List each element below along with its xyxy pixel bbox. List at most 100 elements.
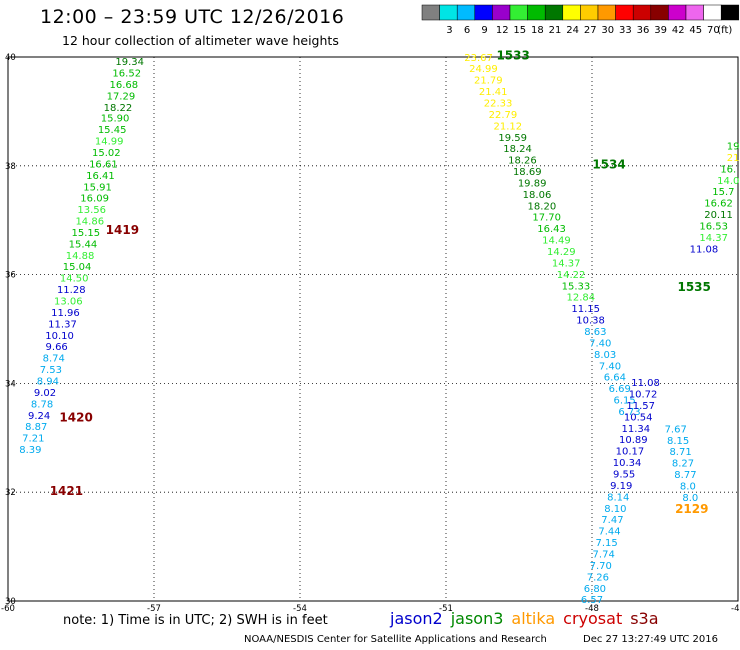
swh-value-label: 18.24 <box>503 144 532 155</box>
y-tick-label: 32 <box>5 488 16 498</box>
x-tick-label: -48 <box>585 604 599 614</box>
swh-value-label: 6.57 <box>581 595 603 606</box>
swh-value-label: 8.78 <box>31 399 53 410</box>
satellite-label-altika: altika <box>511 609 556 628</box>
swh-value-label: 18.26 <box>508 156 537 167</box>
color-scale-legend: 3 6 9 12 15 18 21 24 27 30 33 36 39 42 45 70(ft) <box>421 4 740 36</box>
y-tick-label: 30 <box>5 597 16 607</box>
swh-value-label: 15.15 <box>72 228 101 239</box>
pass-number-label: 1534 <box>592 158 625 172</box>
swh-value-label: 10.10 <box>45 331 74 342</box>
swh-value-label: 10.54 <box>624 412 653 423</box>
swh-value-label: 9.19 <box>610 481 632 492</box>
swh-value-label: 9.55 <box>613 470 635 481</box>
swh-value-label: 21.79 <box>474 76 503 87</box>
swh-value-label: 21.12 <box>493 121 522 132</box>
swh-value-label: 10.38 <box>576 316 605 327</box>
swh-value-label: 7.21 <box>22 434 44 445</box>
legend-tick-label: 33 <box>619 25 632 36</box>
y-tick-label: 34 <box>5 379 16 389</box>
legend-swatch <box>720 4 740 21</box>
swh-value-label: 8.03 <box>594 350 616 361</box>
swh-value-label: 14.50 <box>60 274 89 285</box>
pass-number-label: 1420 <box>59 410 92 424</box>
swh-value-label: 15.02 <box>92 148 121 159</box>
swh-value-label: 11.37 <box>48 319 77 330</box>
satellite-label-cryosat: cryosat <box>563 609 623 628</box>
legend-tick-label: 21 <box>549 25 562 36</box>
swh-value-label: 8.63 <box>584 327 606 338</box>
legend-tick-label: 36 <box>637 25 650 36</box>
swh-value-label: 23.67 <box>464 53 493 64</box>
y-tick-label: 36 <box>5 271 16 281</box>
swh-value-label: 7.47 <box>601 515 623 526</box>
swh-value-label: 21 <box>727 153 740 164</box>
pass-number-label: 1535 <box>677 280 710 294</box>
swh-value-label: 15.91 <box>83 182 112 193</box>
swh-value-label: 11.96 <box>51 308 80 319</box>
swh-value-label: 22.79 <box>489 110 518 121</box>
swh-value-label: 16. <box>720 164 736 175</box>
swh-value-label: 16.09 <box>80 194 109 205</box>
swh-value-label: 15.45 <box>98 125 127 136</box>
swh-value-label: 16.43 <box>537 224 566 235</box>
swh-value-label: 10.89 <box>619 435 648 446</box>
swh-value-label: 8.74 <box>43 354 65 365</box>
y-tick-label: 40 <box>5 53 16 63</box>
swh-value-label: 8.0 <box>680 481 696 492</box>
pass-number-label: 1421 <box>50 484 83 498</box>
swh-value-label: 16.68 <box>110 80 139 91</box>
swh-value-label: 8.27 <box>672 459 694 470</box>
swh-value-label: 13.56 <box>77 205 106 216</box>
pass-number-label: 1533 <box>496 49 529 63</box>
swh-value-label: 8.14 <box>607 492 629 503</box>
x-tick-label: -54 <box>293 604 307 614</box>
x-tick-label: -57 <box>147 604 161 614</box>
plot-frame <box>7 56 739 602</box>
legend-tick-label: 24 <box>566 25 579 36</box>
swh-value-label: 7.40 <box>599 361 621 372</box>
swh-value-label: 11.15 <box>571 304 600 315</box>
swh-value-label: 13.06 <box>54 297 83 308</box>
pass-number-label: 1419 <box>106 223 139 237</box>
legend-tick-label: 27 <box>584 25 597 36</box>
swh-value-label: 9.66 <box>46 342 68 353</box>
swh-value-label: 10.72 <box>629 390 658 401</box>
swh-value-label: 14.0 <box>717 176 739 187</box>
swh-value-label: 14.86 <box>75 217 104 228</box>
swh-value-label: 11.08 <box>690 244 719 255</box>
credit-text: NOAA/NESDIS Center for Satellite Applica… <box>244 634 547 645</box>
swh-value-label: 15.04 <box>63 262 92 273</box>
swh-value-label: 16.52 <box>112 69 141 80</box>
swh-value-label: 19.89 <box>518 178 547 189</box>
swh-value-label: 14.37 <box>552 258 581 269</box>
swh-value-label: 7.67 <box>665 424 687 435</box>
swh-value-label: 19.34 <box>115 57 144 68</box>
legend-tick-label: 12 <box>496 25 509 36</box>
legend-tick-label: 45 <box>689 25 702 36</box>
swh-value-label: 15.44 <box>69 239 98 250</box>
swh-value-label: 14.29 <box>547 247 576 258</box>
swh-value-label: 6.80 <box>584 584 606 595</box>
swh-value-label: 18.06 <box>523 190 552 201</box>
satellite-label-jason2: jason2 <box>390 609 443 628</box>
note-text: note: 1) Time is in UTC; 2) SWH is in fe… <box>63 613 328 628</box>
y-tick-label: 38 <box>5 162 16 172</box>
swh-value-label: 11.28 <box>57 285 86 296</box>
swh-value-label: 10.34 <box>613 458 642 469</box>
swh-value-label: 14.22 <box>557 270 586 281</box>
swh-value-label: 18.20 <box>528 201 557 212</box>
swh-value-label: 8.87 <box>25 422 47 433</box>
swh-value-label: 8.94 <box>37 376 59 387</box>
pass-number-label: 2129 <box>675 502 708 516</box>
generated-timestamp: Dec 27 13:27:49 UTC 2016 <box>583 634 718 645</box>
swh-value-label: 7.44 <box>598 527 620 538</box>
swh-value-label: 7.40 <box>589 338 611 349</box>
swh-value-label: 11.57 <box>626 401 655 412</box>
swh-value-label: 17.70 <box>532 213 561 224</box>
swh-value-label: 17.29 <box>107 91 136 102</box>
swh-value-label: 22.33 <box>484 99 513 110</box>
swh-value-label: 20.11 <box>704 210 733 221</box>
swh-value-label: 19 <box>727 141 740 152</box>
